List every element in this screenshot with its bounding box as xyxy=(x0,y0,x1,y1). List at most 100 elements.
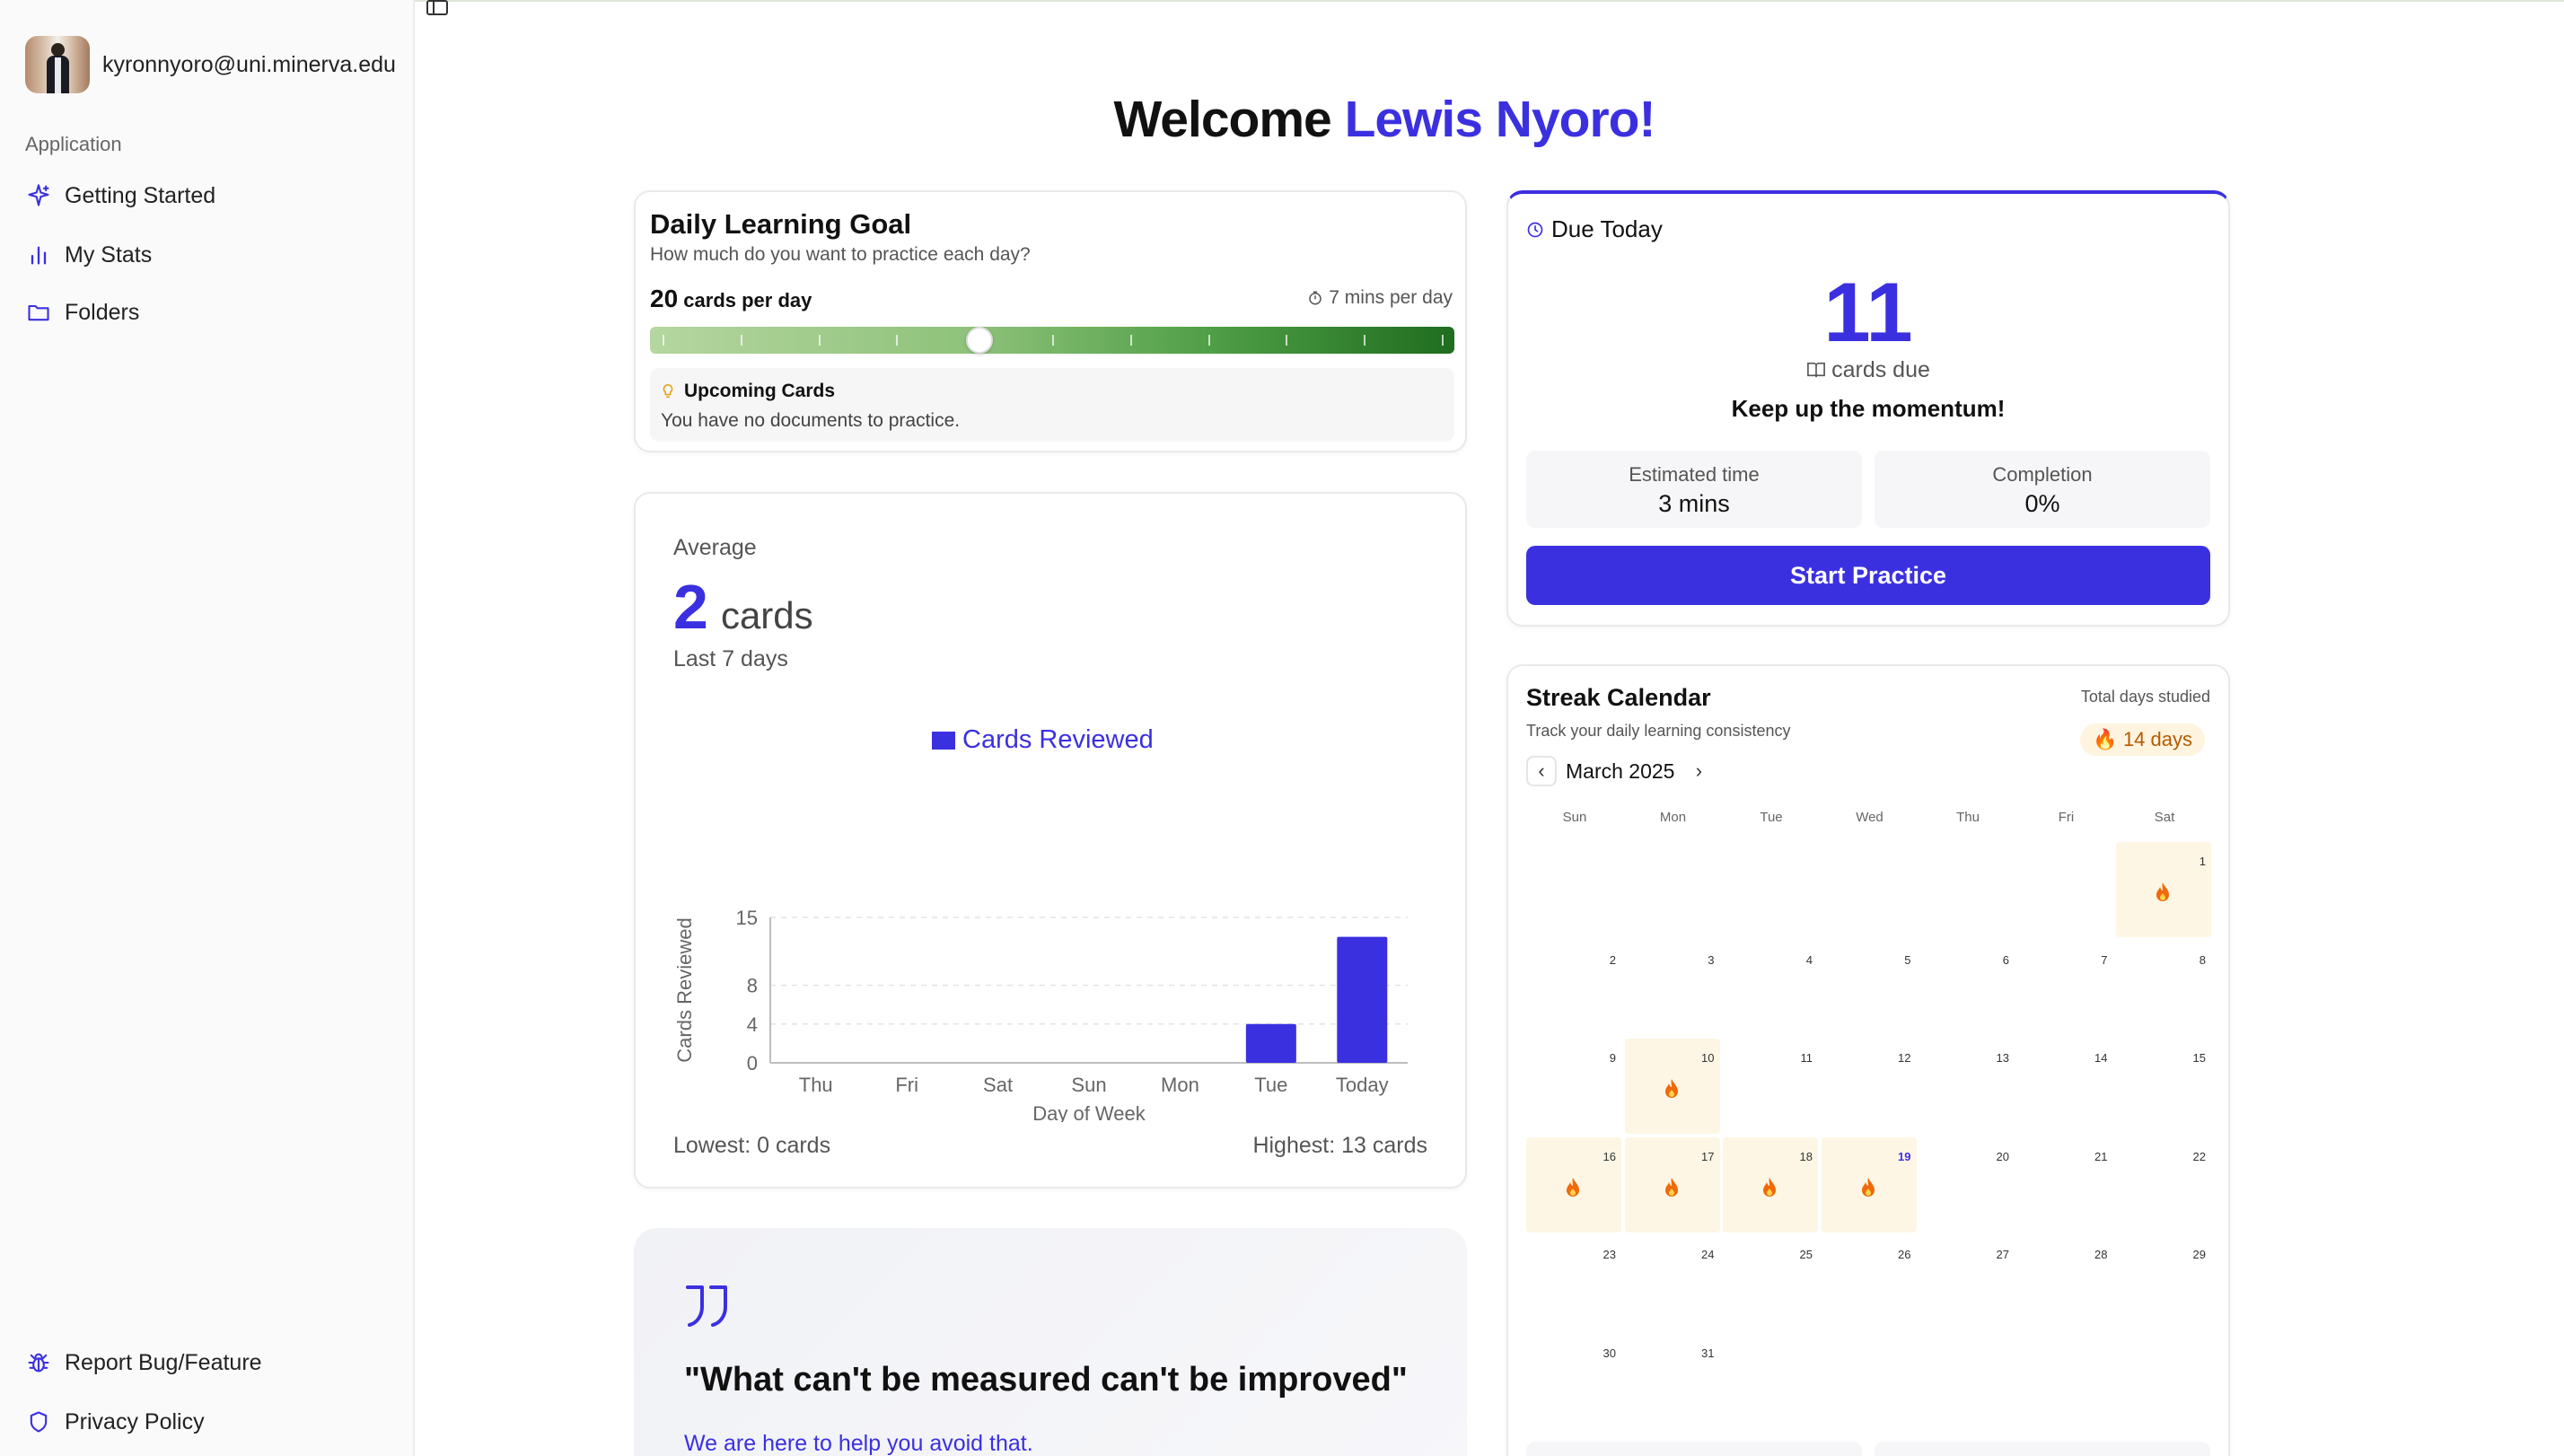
calendar-day-number: 17 xyxy=(1701,1149,1715,1163)
calendar-day[interactable]: 24 xyxy=(1625,1235,1720,1330)
calendar-day[interactable]: 27 xyxy=(1919,1235,2015,1330)
calendar-day-number: 7 xyxy=(2101,952,2108,967)
folder-icon xyxy=(25,299,52,326)
calendar-day-number: 18 xyxy=(1799,1149,1813,1163)
calendar-day[interactable]: 25 xyxy=(1723,1235,1818,1330)
calendar-day[interactable]: 12 xyxy=(1822,1039,1917,1134)
lowest-value: Lowest: 0 cards xyxy=(673,1133,831,1158)
daily-goal-count-number: 20 xyxy=(650,285,679,312)
calendar-day[interactable]: 11 xyxy=(1723,1039,1818,1134)
x-tick-label: Thu xyxy=(799,1074,833,1096)
calendar-day[interactable]: 4 xyxy=(1723,941,1818,1036)
streak-days-badge: 🔥 14 days xyxy=(2080,724,2205,756)
calendar-day[interactable]: 9 xyxy=(1526,1039,1621,1134)
calendar-day[interactable]: 19 xyxy=(1821,1136,1917,1232)
calendar-day-number: 22 xyxy=(2192,1149,2206,1163)
calendar-day[interactable]: 14 xyxy=(2018,1039,2113,1134)
streak-calendar-card: Streak Calendar Track your daily learnin… xyxy=(1506,664,2230,1456)
calendar-day[interactable]: 15 xyxy=(2116,1039,2211,1134)
lightbulb-icon xyxy=(663,383,673,399)
calendar-day[interactable]: 21 xyxy=(2018,1137,2113,1232)
streak-title: Streak Calendar xyxy=(1526,684,1711,711)
bar-chart-icon xyxy=(25,241,52,268)
weekday-header: Sat xyxy=(2154,810,2175,825)
sidebar-item-privacy-policy[interactable]: Privacy Policy xyxy=(25,1402,205,1442)
upcoming-cards-box: Upcoming Cards You have no documents to … xyxy=(650,368,1454,442)
calendar-day[interactable]: 6 xyxy=(1919,941,2015,1036)
daily-goal-slider[interactable] xyxy=(650,327,1454,354)
calendar-day[interactable]: 17 xyxy=(1624,1136,1720,1232)
calendar-day-number: 27 xyxy=(1996,1248,2009,1261)
book-icon xyxy=(1807,362,1826,378)
y-tick-label: 4 xyxy=(747,1013,758,1036)
calendar-day[interactable]: 3 xyxy=(1625,941,1720,1036)
highest-value: Highest: 13 cards xyxy=(1252,1133,1427,1158)
calendar-footer-box xyxy=(1526,1442,1862,1456)
estimated-time-value: 3 mins xyxy=(1658,490,1730,517)
calendar-day-number: 23 xyxy=(1602,1248,1616,1261)
calendar-day-number: 13 xyxy=(1996,1051,2009,1065)
calendar-day[interactable]: 5 xyxy=(1822,941,1917,1036)
start-practice-button[interactable]: Start Practice xyxy=(1526,546,2210,605)
legend-label: Cards Reviewed xyxy=(962,725,1154,754)
calendar-day[interactable]: 1 xyxy=(2116,842,2211,937)
weekday-header: Sun xyxy=(1562,810,1587,825)
x-tick-label: Today xyxy=(1336,1074,1389,1096)
streak-subtitle: Track your daily learning consistency xyxy=(1526,722,1791,740)
user-email: kyronnyoro@uni.minerva.edu xyxy=(102,51,396,77)
sidebar-item-report-bug[interactable]: Report Bug/Feature xyxy=(25,1343,262,1382)
sidebar-toggle-icon[interactable] xyxy=(426,0,449,16)
x-tick-label: Fri xyxy=(895,1074,918,1096)
flame-icon xyxy=(1663,1177,1681,1198)
sidebar-item-label: Getting Started xyxy=(65,182,216,208)
quote-card: "What can't be measured can't be improve… xyxy=(634,1228,1467,1456)
calendar-day[interactable]: 20 xyxy=(1919,1137,2015,1232)
calendar-day-number: 4 xyxy=(1805,952,1813,967)
daily-goal-card: Daily Learning Goal How much do you want… xyxy=(634,190,1467,452)
calendar-day[interactable]: 8 xyxy=(2116,941,2211,1036)
calendar-day[interactable]: 23 xyxy=(1526,1235,1621,1330)
calendar-day[interactable]: 22 xyxy=(2116,1137,2211,1232)
slider-tick xyxy=(974,335,977,346)
calendar-day-number: 24 xyxy=(1701,1248,1715,1261)
slider-tick xyxy=(1286,335,1288,346)
sidebar-item-getting-started[interactable]: Getting Started xyxy=(25,176,215,215)
quote-subtext: We are here to help you avoid that. xyxy=(684,1431,1033,1456)
bug-icon xyxy=(25,1349,52,1376)
average-period: Last 7 days xyxy=(673,646,788,671)
avatar[interactable] xyxy=(25,36,90,93)
calendar-day[interactable]: 18 xyxy=(1723,1136,1818,1232)
calendar-day[interactable]: 16 xyxy=(1526,1136,1621,1232)
calendar-day[interactable]: 10 xyxy=(1624,1039,1720,1134)
due-today-title: Due Today xyxy=(1526,215,1663,243)
slider-thumb[interactable] xyxy=(966,327,994,354)
calendar-day[interactable]: 31 xyxy=(1625,1334,1720,1429)
next-month-button[interactable]: › xyxy=(1683,756,1714,786)
weekday-header: Tue xyxy=(1760,810,1783,825)
calendar-day[interactable]: 13 xyxy=(1919,1039,2015,1134)
sidebar-item-label: Report Bug/Feature xyxy=(65,1349,262,1375)
calendar-day[interactable]: 26 xyxy=(1822,1235,1917,1330)
calendar-day[interactable]: 29 xyxy=(2116,1235,2211,1330)
calendar-day[interactable]: 7 xyxy=(2018,941,2113,1036)
calendar-day-number: 20 xyxy=(1996,1149,2009,1163)
sparkle-icon xyxy=(25,182,52,209)
slider-tick xyxy=(1207,335,1210,346)
x-tick-label: Sat xyxy=(983,1074,1013,1096)
sidebar-item-folders[interactable]: Folders xyxy=(25,293,139,332)
encouragement-text: Keep up the momentum! xyxy=(1731,395,2006,422)
calendar-day[interactable]: 28 xyxy=(2018,1235,2113,1330)
calendar-day[interactable]: 2 xyxy=(1526,941,1621,1036)
daily-goal-minutes-text: 7 mins per day xyxy=(1329,287,1453,308)
calendar-day-number: 16 xyxy=(1602,1149,1616,1163)
slider-tick xyxy=(1052,335,1054,346)
calendar-day[interactable]: 30 xyxy=(1526,1334,1621,1429)
prev-month-button[interactable]: ‹ xyxy=(1526,756,1557,786)
average-unit: cards xyxy=(720,594,813,636)
page-title: Welcome Lewis Nyoro! xyxy=(415,90,2354,149)
y-tick-label: 8 xyxy=(747,975,758,997)
due-today-card: Due Today 11 cards due Keep up the momen… xyxy=(1506,190,2230,627)
bar xyxy=(1337,936,1388,1063)
sidebar-item-my-stats[interactable]: My Stats xyxy=(25,235,152,275)
user-profile[interactable]: kyronnyoro@uni.minerva.edu xyxy=(25,36,396,93)
